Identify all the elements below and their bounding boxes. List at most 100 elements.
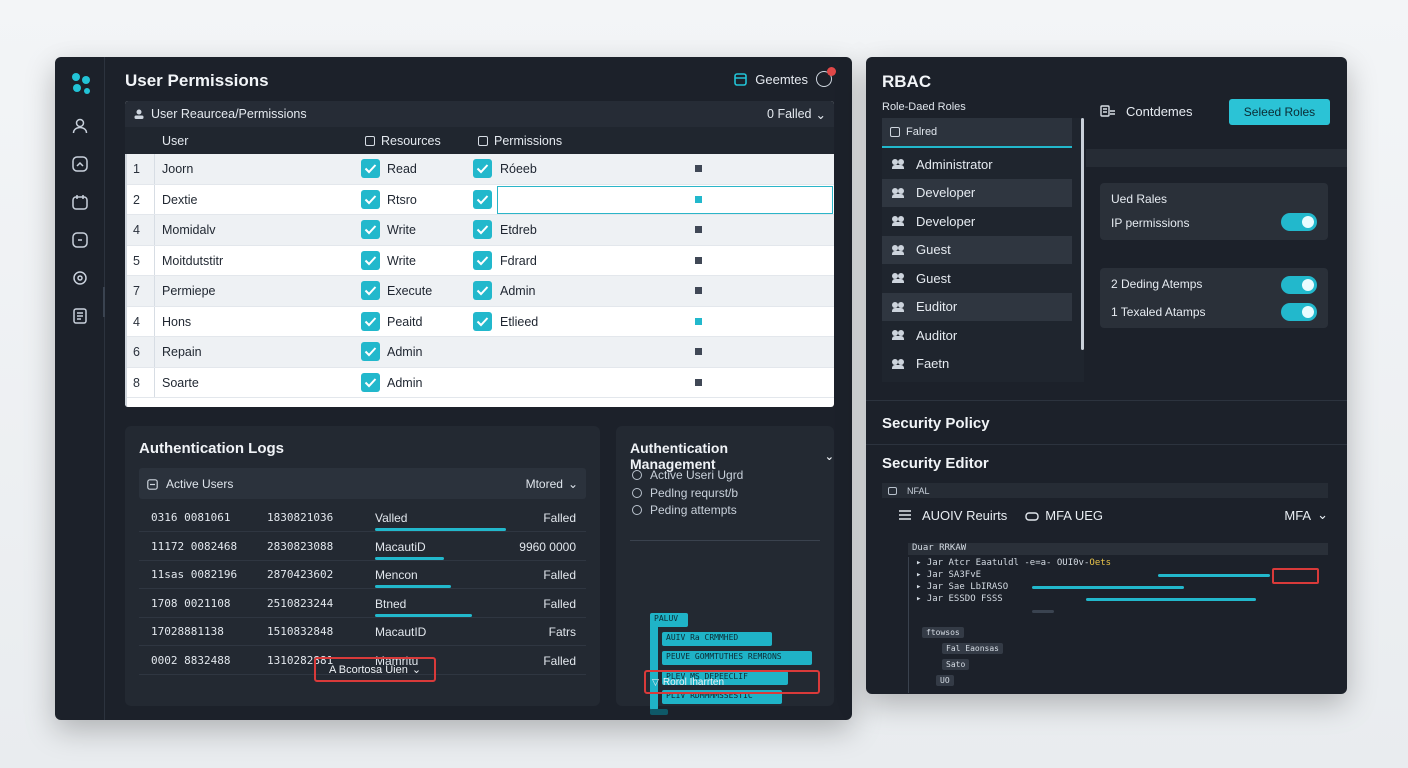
role-item[interactable]: Developer	[882, 178, 1072, 207]
document-icon[interactable]	[71, 307, 89, 325]
table-row[interactable]: 7 Permiepe Execute Admin	[125, 276, 834, 307]
editor-tab[interactable]: NFAL	[907, 485, 930, 496]
log-row[interactable]: 11sas 0082196 2870423602 Mencon Falled	[139, 561, 586, 589]
lock-icon	[1025, 512, 1039, 521]
code-line-text: Jar Atcr Eaatuldl -e=a- OUI0v-	[926, 558, 1090, 568]
table-row[interactable]: 4 Hons Peaitd Etlieed	[125, 306, 834, 337]
mfa-log-label[interactable]: MFA UEG	[1045, 507, 1104, 523]
permission-field[interactable]	[497, 155, 833, 183]
monitored-dropdown[interactable]: Mtored ⌄	[526, 477, 578, 491]
shield-icon[interactable]	[71, 231, 89, 249]
user-dropdown-label: A Bcortosa Uien	[328, 663, 408, 676]
role-item[interactable]: Administrator	[882, 150, 1072, 178]
log-row[interactable]: 1708 0021108 2510823244 Btned Falled	[139, 590, 586, 618]
log-row[interactable]: 11172 0082468 2830823088 MacautiD 9960 0000	[139, 533, 586, 561]
role-item[interactable]: Euditor	[882, 292, 1072, 321]
log-method: Valled	[375, 511, 408, 525]
permission-field[interactable]	[497, 369, 833, 397]
roles-scrollbar[interactable]	[1081, 118, 1084, 350]
permission-checkbox[interactable]	[473, 311, 492, 331]
mgmt-item[interactable]: Pedlng requrst/b	[632, 486, 738, 500]
role-item[interactable]: Auditor	[882, 321, 1072, 349]
flow-block[interactable]: PEUVE GOMMTUTHES REMRONS	[662, 651, 812, 665]
log-row[interactable]: 0316 0081061 1830821036 Valled Falled	[139, 504, 586, 532]
grid-icon[interactable]	[734, 72, 748, 86]
breadcrumb[interactable]: User Reaurcea/Permissions	[151, 107, 307, 121]
permission-checkbox[interactable]	[473, 281, 492, 300]
permission-field[interactable]	[497, 277, 833, 305]
rotate-button[interactable]: ▽ Rorol Iharrten	[644, 670, 820, 694]
user-icon[interactable]	[71, 117, 89, 135]
flow-block[interactable]: PLEV MS DEPEECLIF	[662, 671, 788, 685]
permission-checkbox[interactable]	[473, 159, 492, 178]
resource-checkbox[interactable]	[361, 189, 380, 209]
security-policy-heading[interactable]: Security Policy	[882, 415, 990, 432]
mgmt-item[interactable]: Peding attempts	[632, 503, 737, 517]
controls-link[interactable]: Contdemes	[1100, 104, 1192, 119]
resource-checkbox[interactable]	[361, 342, 380, 361]
auth-mgmt-title[interactable]: Authentication Management ⌄	[630, 440, 834, 472]
tree-node[interactable]: ftowsos	[922, 627, 964, 638]
role-item[interactable]: Guest	[882, 264, 1072, 292]
active-users-filter[interactable]: Active Users	[147, 477, 233, 491]
resource-checkbox[interactable]	[361, 220, 380, 239]
editor-icon	[888, 486, 897, 495]
log-time: 1510832848	[267, 625, 334, 638]
col-resources[interactable]: Resources	[365, 134, 441, 148]
status-marker	[695, 226, 702, 233]
resource-checkbox[interactable]	[361, 372, 380, 392]
log-status: 9960 0000	[519, 539, 576, 554]
tree-node[interactable]: Sato	[942, 659, 970, 670]
permission-checkbox[interactable]	[473, 189, 492, 209]
pending-attempts-toggle[interactable]	[1281, 276, 1317, 294]
table-row[interactable]: 1 Joorn Read Róeeb	[125, 154, 834, 185]
table-row[interactable]: 5 Moitdutstitr Write Fdrard	[125, 245, 834, 276]
policy-code-editor[interactable]: Duar RRKAW ▸ Jar Atcr Eaatuldl -e=a- OUI…	[908, 543, 1328, 693]
mgmt-item[interactable]: Active Useri Ugrd	[632, 468, 743, 482]
resource-checkbox[interactable]	[361, 159, 380, 178]
permission-field[interactable]	[497, 185, 833, 214]
row-user: Hons	[162, 314, 192, 329]
audit-reports-label[interactable]: AUOIV Reuirts	[922, 507, 1008, 523]
role-item[interactable]: Developer	[882, 207, 1072, 235]
flow-block[interactable]: PALUV	[650, 613, 688, 627]
flow-block[interactable]: AUIV Ra CRMMHED	[662, 632, 772, 646]
col-user[interactable]: User	[162, 134, 188, 148]
resource-checkbox[interactable]	[361, 311, 380, 331]
roles-filter[interactable]: Falred	[882, 118, 1072, 148]
permission-checkbox[interactable]	[473, 250, 492, 270]
tree-node[interactable]: Fal Eaonsas	[942, 643, 1003, 654]
table-row[interactable]: 4 Momidalv Write Etdreb	[125, 215, 834, 246]
notification-icon[interactable]	[816, 67, 836, 87]
selected-roles-button[interactable]: Seleed Roles	[1229, 99, 1330, 125]
user-dropdown[interactable]: A Bcortosa Uien ⌄	[314, 657, 436, 682]
dashboard-icon[interactable]	[71, 155, 89, 173]
permission-field[interactable]	[497, 216, 833, 244]
permission-checkbox[interactable]	[473, 220, 492, 239]
resource-checkbox[interactable]	[361, 281, 380, 300]
menu-icon[interactable]	[898, 509, 912, 521]
permission-field[interactable]	[497, 247, 833, 275]
app-logo-icon[interactable]	[69, 71, 93, 95]
top-action-label[interactable]: Geemtes	[755, 71, 808, 87]
table-row[interactable]: 2 Dextie Rtsro	[125, 184, 834, 215]
permission-field[interactable]	[497, 338, 833, 366]
role-item[interactable]: Faetn	[882, 350, 1072, 378]
table-row[interactable]: 8 Soarte Admin	[125, 367, 834, 398]
resource-checkbox[interactable]	[361, 250, 380, 270]
log-row[interactable]: 17028881138 1510832848 MacautID Fatrs	[139, 618, 586, 646]
highlight-box[interactable]	[1272, 568, 1319, 584]
ip-permissions-toggle[interactable]	[1281, 213, 1317, 231]
users-icon	[892, 187, 906, 198]
calendar-icon[interactable]	[71, 193, 89, 211]
settings-icon[interactable]	[71, 269, 89, 287]
col-permissions[interactable]: Permissions	[478, 134, 562, 148]
tracked-attempts-toggle[interactable]	[1281, 303, 1317, 321]
table-row[interactable]: 6 Repain Admin	[125, 337, 834, 368]
mfa-dropdown[interactable]: MFA ⌄	[1284, 507, 1328, 523]
pending-attempts-label: 2 Deding Atemps	[1111, 277, 1203, 291]
role-item[interactable]: Guest	[882, 235, 1072, 264]
status-filter[interactable]: 0 Falled ⌄	[767, 107, 826, 122]
permission-field[interactable]	[497, 308, 833, 336]
tree-node[interactable]: UO	[936, 675, 954, 686]
